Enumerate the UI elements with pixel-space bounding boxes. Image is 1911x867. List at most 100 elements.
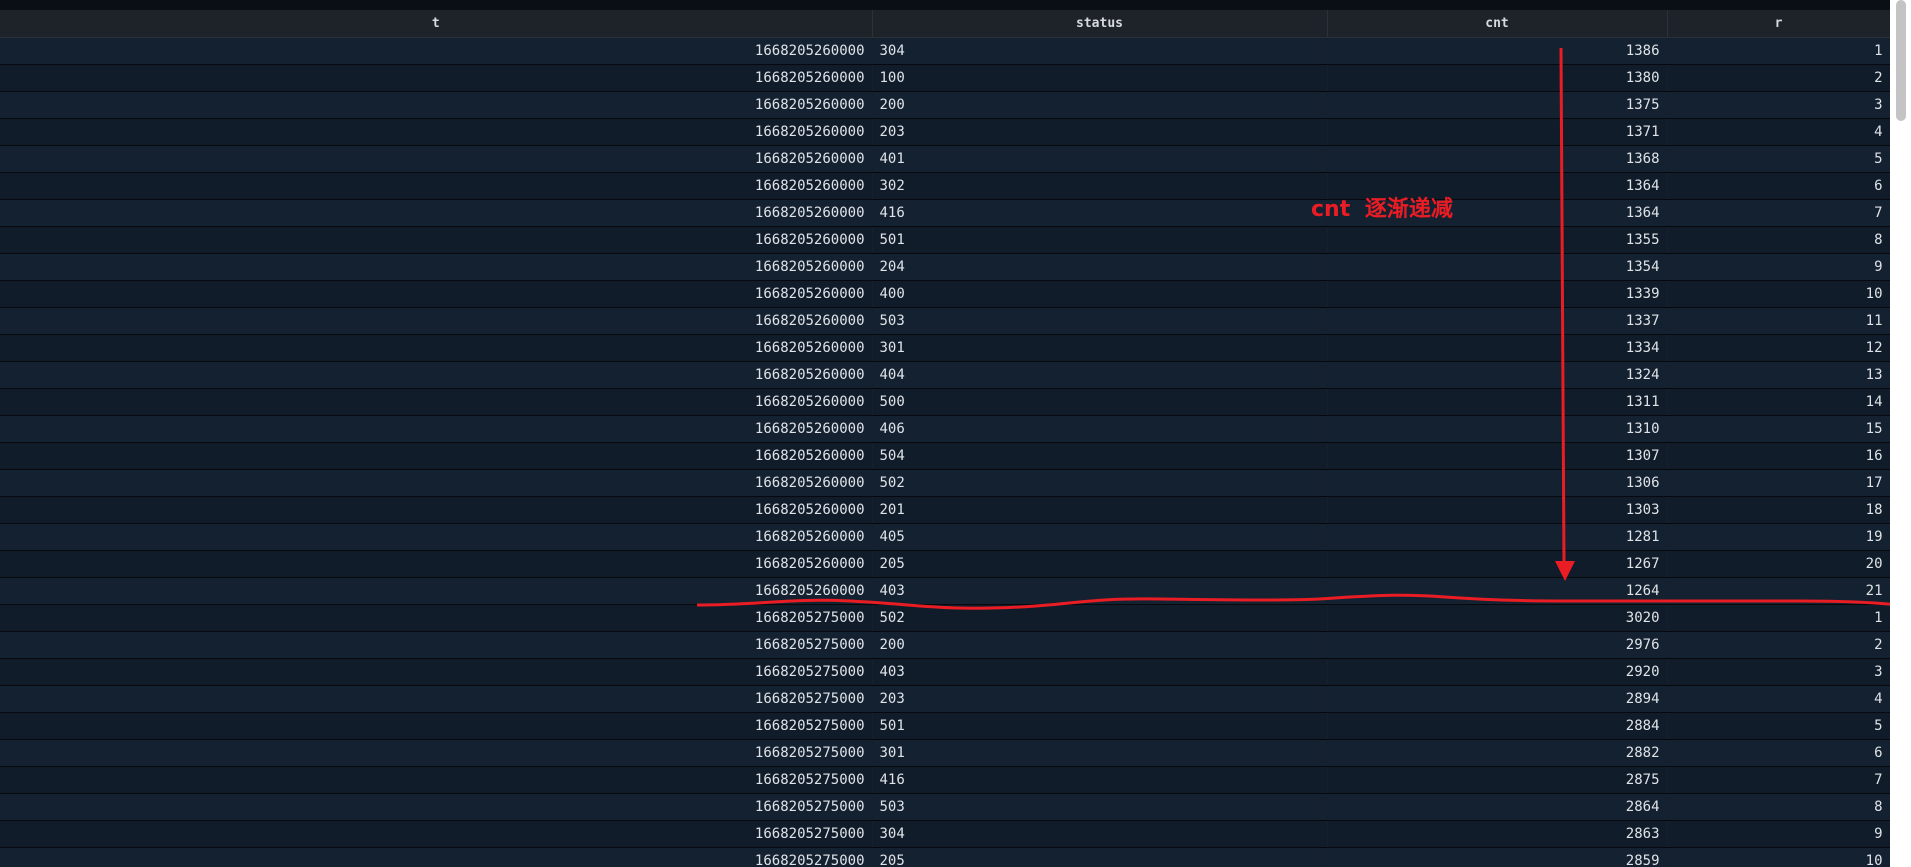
cell-t: 1668205260000 [0,199,873,227]
table-row[interactable]: 1668205260000 200 1375 3 [0,91,1891,119]
cell-status: 401 [872,145,1328,173]
cell-t: 1668205275000 [0,604,873,632]
cell-t: 1668205260000 [0,145,873,173]
cell-cnt: 1375 [1327,91,1668,119]
cell-r: 3 [1667,658,1891,686]
table-row[interactable]: 1668205260000 201 1303 18 [0,496,1891,524]
cell-status: 501 [872,226,1328,254]
cell-status: 204 [872,253,1328,281]
cell-status: 301 [872,334,1328,362]
cell-cnt: 1386 [1327,37,1668,65]
cell-r: 16 [1667,442,1891,470]
table-row[interactable]: 1668205260000 404 1324 13 [0,361,1891,389]
cell-status: 304 [872,820,1328,848]
cell-r: 3 [1667,91,1891,119]
column-header-cnt[interactable]: cnt [1327,10,1668,38]
table-row[interactable]: 1668205275000 501 2884 5 [0,712,1891,740]
table-row[interactable]: 1668205260000 205 1267 20 [0,550,1891,578]
cell-t: 1668205260000 [0,577,873,605]
cell-status: 205 [872,847,1328,867]
cell-status: 504 [872,442,1328,470]
cell-cnt: 1355 [1327,226,1668,254]
table-row[interactable]: 1668205260000 100 1380 2 [0,64,1891,92]
table-row[interactable]: 1668205260000 504 1307 16 [0,442,1891,470]
table-row[interactable]: 1668205275000 403 2920 3 [0,658,1891,686]
cell-cnt: 2920 [1327,658,1668,686]
cell-r: 6 [1667,172,1891,200]
cell-t: 1668205275000 [0,631,873,659]
cell-cnt: 2882 [1327,739,1668,767]
cell-status: 403 [872,658,1328,686]
cell-status: 416 [872,766,1328,794]
cell-r: 6 [1667,739,1891,767]
table-row[interactable]: 1668205275000 503 2864 8 [0,793,1891,821]
table-row[interactable]: 1668205260000 501 1355 8 [0,226,1891,254]
cell-cnt: 1364 [1327,199,1668,227]
cell-r: 2 [1667,631,1891,659]
table-row[interactable]: 1668205260000 203 1371 4 [0,118,1891,146]
cell-r: 8 [1667,793,1891,821]
cell-t: 1668205260000 [0,37,873,65]
table-row[interactable]: 1668205260000 500 1311 14 [0,388,1891,416]
table-row[interactable]: 1668205260000 401 1368 5 [0,145,1891,173]
cell-t: 1668205260000 [0,334,873,362]
table-row[interactable]: 1668205260000 502 1306 17 [0,469,1891,497]
table-row[interactable]: 1668205260000 416 1364 7 [0,199,1891,227]
table-row[interactable]: 1668205275000 502 3020 1 [0,604,1891,632]
table-row[interactable]: 1668205260000 304 1386 1 [0,37,1891,65]
cell-t: 1668205275000 [0,793,873,821]
cell-t: 1668205260000 [0,226,873,254]
table-row[interactable]: 1668205260000 400 1339 10 [0,280,1891,308]
cell-t: 1668205275000 [0,712,873,740]
vertical-scrollbar[interactable] [1890,0,1911,867]
cell-r: 10 [1667,847,1891,867]
cell-r: 2 [1667,64,1891,92]
cell-status: 403 [872,577,1328,605]
table-row[interactable]: 1668205275000 301 2882 6 [0,739,1891,767]
table-row[interactable]: 1668205260000 405 1281 19 [0,523,1891,551]
cell-t: 1668205260000 [0,118,873,146]
column-header-t[interactable]: t [0,10,873,38]
cell-status: 502 [872,604,1328,632]
column-header-r[interactable]: r [1667,10,1891,38]
cell-cnt: 1264 [1327,577,1668,605]
table-row[interactable]: 1668205275000 205 2859 10 [0,847,1891,867]
column-header-status[interactable]: status [872,10,1328,38]
cell-r: 14 [1667,388,1891,416]
cell-cnt: 1303 [1327,496,1668,524]
table-row[interactable]: 1668205260000 503 1337 11 [0,307,1891,335]
cell-cnt: 2863 [1327,820,1668,848]
table-row[interactable]: 1668205260000 403 1264 21 [0,577,1891,605]
cell-status: 416 [872,199,1328,227]
table-row[interactable]: 1668205275000 416 2875 7 [0,766,1891,794]
cell-cnt: 1339 [1327,280,1668,308]
cell-r: 13 [1667,361,1891,389]
cell-r: 5 [1667,145,1891,173]
cell-r: 1 [1667,604,1891,632]
cell-t: 1668205260000 [0,253,873,281]
cell-cnt: 1354 [1327,253,1668,281]
cell-r: 18 [1667,496,1891,524]
table-row[interactable]: 1668205275000 203 2894 4 [0,685,1891,713]
table-row[interactable]: 1668205260000 204 1354 9 [0,253,1891,281]
table-row[interactable]: 1668205260000 302 1364 6 [0,172,1891,200]
cell-r: 21 [1667,577,1891,605]
cell-r: 5 [1667,712,1891,740]
table-row[interactable]: 1668205275000 200 2976 2 [0,631,1891,659]
cell-t: 1668205275000 [0,739,873,767]
cell-t: 1668205260000 [0,496,873,524]
cell-cnt: 1364 [1327,172,1668,200]
cell-status: 203 [872,118,1328,146]
table-row[interactable]: 1668205260000 406 1310 15 [0,415,1891,443]
cell-r: 19 [1667,523,1891,551]
cell-status: 200 [872,91,1328,119]
table-row[interactable]: 1668205260000 301 1334 12 [0,334,1891,362]
scrollbar-thumb[interactable] [1896,0,1906,121]
cell-t: 1668205275000 [0,766,873,794]
cell-r: 8 [1667,226,1891,254]
cell-t: 1668205260000 [0,442,873,470]
cell-status: 201 [872,496,1328,524]
table-row[interactable]: 1668205275000 304 2863 9 [0,820,1891,848]
cell-cnt: 1307 [1327,442,1668,470]
cell-t: 1668205260000 [0,469,873,497]
